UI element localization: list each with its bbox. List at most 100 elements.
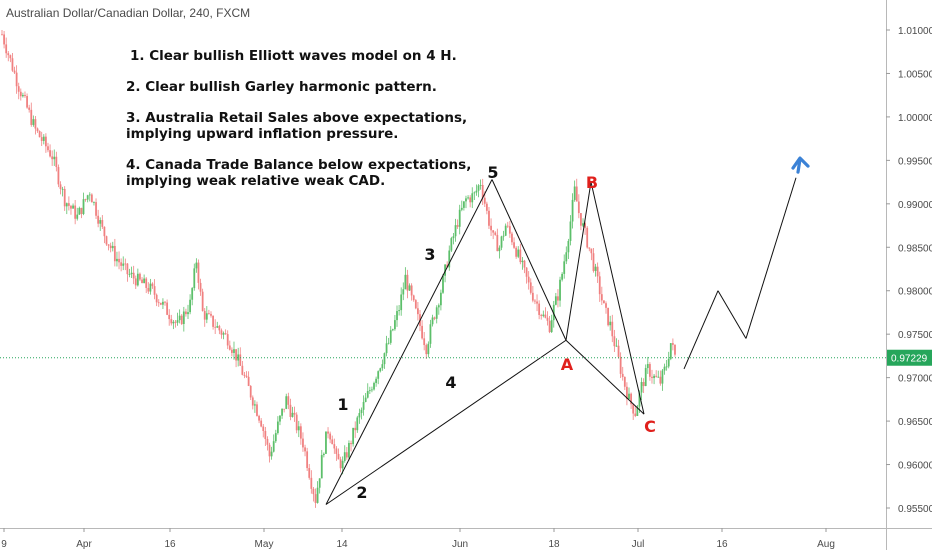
candle-body [529,282,532,293]
candle-body [168,314,171,320]
candle-body [80,207,83,214]
candle-body [187,312,189,315]
candle-body [116,258,118,262]
candle-body [310,477,313,489]
candle-body [203,310,206,320]
time-tick-label: 9 [1,539,7,550]
candle-body [400,294,403,311]
candle-body [118,258,120,263]
candle-body [22,94,24,97]
candle-body [368,390,371,392]
candle-body [671,343,674,345]
candle-body [657,376,660,378]
candle-body [584,223,587,228]
candle-body [440,292,442,306]
time-tick-label: Jul [632,539,645,550]
candle-body [500,236,503,248]
candle-body [199,282,202,292]
time-tick-label: 14 [336,539,348,550]
candle-body [504,225,507,236]
note-line: implying upward inflation pressure. [126,126,399,142]
candle-body [178,315,181,321]
candle-body [341,460,344,469]
candle-body [663,366,666,371]
candle-body [153,286,156,295]
candle-body [111,245,114,249]
candle-body [644,368,647,387]
candle-body [264,430,267,440]
candle-body [245,375,248,377]
candle-body [569,221,572,241]
candle-body [580,213,582,226]
price-tick-label: 0.96000 [898,461,932,472]
projection-line [717,290,747,339]
time-tick-label: May [255,539,274,550]
candle-body [107,244,110,246]
candle-body [38,131,41,138]
candle-body [548,320,551,333]
price-tick-label: 0.96500 [898,417,932,428]
candle-body [427,343,430,355]
candle-body [299,426,302,439]
candle-body [130,272,133,275]
candle-body [483,197,486,204]
candle-body [674,344,676,355]
candle-body [243,374,246,376]
candle-body [295,414,298,431]
candle-body [460,207,463,210]
candle-body [492,230,495,233]
candle-body [72,205,74,209]
candle-body [527,276,530,283]
candle-body [575,186,578,202]
candle-body [124,263,127,265]
candle-body [291,412,294,417]
candle-body [442,275,444,293]
candle-body [571,199,574,222]
candle-body [544,314,547,318]
candle-body [36,128,39,132]
candle-body [7,53,10,56]
candle-body [335,448,338,454]
candle-body [40,137,43,141]
candle-body [136,273,139,286]
candle-body [149,283,152,292]
candle-body [448,250,451,268]
candle-body [373,382,375,390]
candle-body [143,278,146,284]
candle-body [573,186,576,200]
candle-body [304,447,306,452]
candle-body [488,210,490,226]
candle-body [159,302,162,305]
candle-body [86,195,89,200]
candle-body [258,415,260,421]
candle-body [375,378,378,383]
time-tick-label: Apr [76,539,92,550]
candle-body [669,343,672,359]
candle-body [205,313,208,320]
candle-body [651,376,653,379]
candle-body [247,376,250,386]
candle-body [218,326,221,331]
candle-body [272,441,275,452]
candle-body [322,453,325,456]
candle-body [15,72,18,87]
candle-body [554,296,557,305]
candle-body [550,320,553,333]
candle-body [429,324,432,344]
note-line: 2. Clear bullish Garley harmonic pattern… [126,79,437,95]
candle-body [189,299,191,313]
candle-body [477,185,480,191]
candle-body [128,274,131,275]
candle-body [536,301,538,304]
current-price-label: 0.97229 [891,354,928,365]
candle-body [151,283,154,287]
candle-body [577,201,580,214]
candle-body [431,317,434,325]
candle-body [44,136,47,147]
candle-body [162,301,164,305]
candle-body [389,330,392,343]
candle-body [381,364,384,369]
candle-body [241,365,244,375]
